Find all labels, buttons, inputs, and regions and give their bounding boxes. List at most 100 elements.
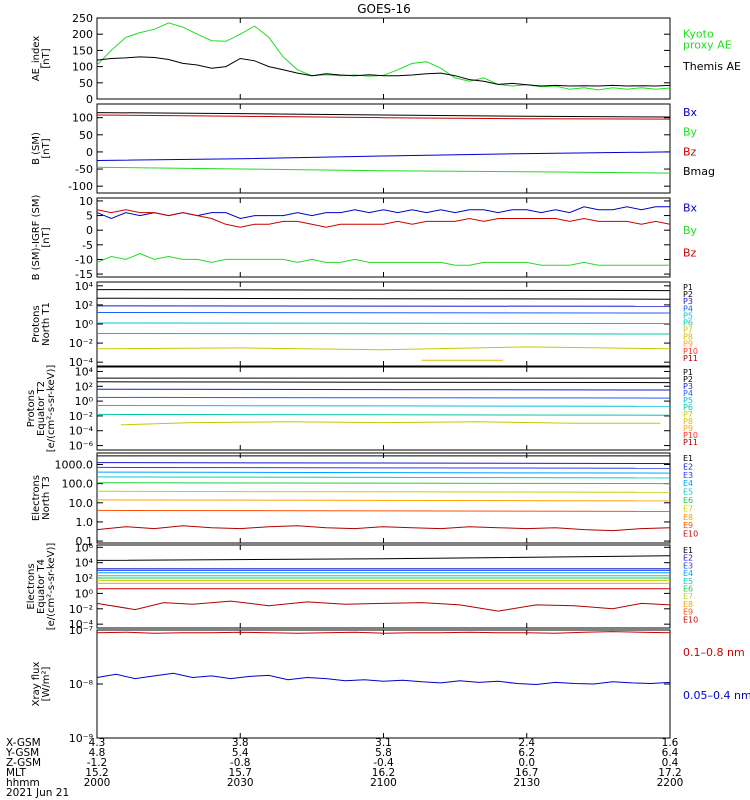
panel-5-series-p6 <box>96 413 671 416</box>
panel-6-series-e4 <box>96 471 671 474</box>
panel-1-ytick-label-5: 250 <box>72 12 93 25</box>
panel-3-ytick-label-3: 0 <box>86 224 93 237</box>
panel-4-legend-p8: P8 <box>683 333 693 342</box>
panel-2-series-bx <box>96 151 671 161</box>
panel-7-legend-e8: E8 <box>683 600 693 609</box>
panel-5-legend-p5: P5 <box>683 396 693 405</box>
panel-1-ytick-label-0: 0 <box>86 93 93 106</box>
footer-label-0: X-GSM <box>6 737 41 749</box>
panel-2-ytick-label-3: 50 <box>79 129 93 142</box>
panel-2-ytick-label-4: 100 <box>72 112 93 125</box>
panel-6-ytick-label-2: 10.0 <box>69 497 94 510</box>
panel-4-legend-p11: P11 <box>683 354 698 363</box>
panel-6-legend-e3: E3 <box>683 471 693 480</box>
panel-5-legend-p9: P9 <box>683 424 693 433</box>
panel-3-legend-2-line-0: Bz <box>683 247 697 260</box>
panel-6-series-e2 <box>96 462 671 464</box>
panel-2-ytick-label-0: -100 <box>68 180 93 193</box>
panel-1-ytick-label-1: 50 <box>79 77 93 90</box>
panel-6-legend-e4: E4 <box>683 479 693 488</box>
panel-5-ytick-label-4: 10² <box>75 380 93 393</box>
panel-8-series-0-05-0-4-nm <box>96 672 671 686</box>
footer-label-5: 2021 Jun 21 <box>6 787 69 799</box>
panel-7-ytick-label-2: 10⁰ <box>75 587 94 600</box>
panel-1-ytick-label-2: 100 <box>72 61 93 74</box>
panel-5-series-p3 <box>96 388 671 391</box>
panel-6-legend-e9: E9 <box>683 521 693 530</box>
footer-col-3-val-0: 2.4 <box>518 737 535 749</box>
panel-5-legend-p11: P11 <box>683 438 698 447</box>
footer-col-1-val-0: 3.8 <box>232 737 249 749</box>
panel-3-ytick-label-0: -15 <box>75 268 93 281</box>
panel-4-legend-p3: P3 <box>683 297 693 306</box>
panel-6-legend-e6: E6 <box>683 496 693 505</box>
panel-8-ylabel-line-1: [W/m²] <box>41 666 52 701</box>
panel-8-ytick-label-1: 10⁻⁸ <box>69 678 94 691</box>
panel-8-ytick-label-2: 10⁻⁷ <box>69 624 93 637</box>
panel-4-ytick-label-1: 10⁻² <box>69 337 93 350</box>
panel-4-legend-p7: P7 <box>683 326 693 335</box>
panel-7-legend-e4: E4 <box>683 569 693 578</box>
panel-7-series-e10 <box>96 600 671 612</box>
panel-4-legend-p9: P9 <box>683 340 693 349</box>
panel-1-ylabel-line-0: AE_index <box>31 36 42 82</box>
panel-1-frame <box>96 17 671 100</box>
panel-7-ylabel-line-1: Equator T4 <box>36 559 47 614</box>
panel-2-legend-2-line-0: Bz <box>683 145 697 158</box>
footer-col-2-val-0: 3.1 <box>375 737 392 749</box>
panel-5-series-p7 <box>120 421 661 426</box>
footer-col-2-val-1: 5.8 <box>375 747 392 759</box>
panel-4-ytick-label-0: 10⁻⁴ <box>69 356 94 369</box>
footer-col-1-val-4: 2030 <box>227 777 254 789</box>
panel-7-legend-e1: E1 <box>683 546 693 555</box>
panel-2-ytick-label-2: 0 <box>86 146 93 159</box>
panel-6-series-e9 <box>96 509 671 512</box>
panel-5-frame <box>96 366 671 451</box>
panel-6-ytick-label-4: 1000.0 <box>55 458 94 471</box>
footer-col-0-val-2: -1.2 <box>87 757 108 769</box>
panel-8-ylabel-line-0: Xray flux <box>31 662 42 707</box>
footer-col-3-val-2: 0.0 <box>518 757 535 769</box>
footer-col-0-val-3: 15.2 <box>85 767 108 779</box>
panel-3-ylabel-line-0: B (SM)-IGRF (SM) <box>31 195 42 281</box>
panel-5-ylabel-line-2: [e/(cm²-s-sr-keV)] <box>46 365 57 453</box>
panel-8-ytick-label-0: 10⁻⁹ <box>69 732 93 745</box>
panel-3-ytick-label-5: 10 <box>79 195 93 208</box>
panel-5-ytick-label-0: 10⁻⁶ <box>69 440 94 453</box>
panel-7-ytick-label-4: 10⁴ <box>75 557 94 570</box>
panel-5-legend-p1: P1 <box>683 368 693 377</box>
panel-2-legend-1-line-0: By <box>683 126 698 139</box>
panel-7-frame <box>96 544 671 629</box>
panel-4-ytick-label-3: 10² <box>75 299 93 312</box>
panel-4-series-p6 <box>96 333 671 335</box>
panel-4-legend-p1: P1 <box>683 283 693 292</box>
panel-8-series-0-1-0-8-nm <box>96 631 671 634</box>
panel-5-legend-p2: P2 <box>683 375 693 384</box>
panel-1-series-kyoto-proxy-ae <box>96 22 671 91</box>
panel-6-series-e8 <box>96 499 671 502</box>
footer-label-3: MLT <box>6 767 26 779</box>
panel-4-series-p2 <box>96 297 671 300</box>
panel-4-series-p7 <box>96 346 671 351</box>
panel-5-legend-p4: P4 <box>683 389 693 398</box>
panel-7-ylabel-line-0: Electrons <box>26 563 37 609</box>
footer-col-3-val-4: 2130 <box>513 777 540 789</box>
panel-4-series-p5 <box>96 322 671 324</box>
panel-4-ytick-label-2: 10⁰ <box>75 318 94 331</box>
panel-6-legend-e8: E8 <box>683 513 693 522</box>
panel-5-ytick-label-5: 10⁴ <box>75 365 94 378</box>
panel-2-ytick-label-1: -50 <box>75 163 93 176</box>
panel-4-legend-p5: P5 <box>683 311 693 320</box>
panel-1-legend-1-line-0: Themis AE <box>682 60 741 73</box>
panel-7-ytick-label-1: 10⁻² <box>69 603 93 616</box>
panel-2-legend-3-line-0: Bmag <box>683 165 715 178</box>
panel-6-legend-e1: E1 <box>683 454 693 463</box>
footer-col-1-val-1: 5.4 <box>232 747 249 759</box>
panel-1-ylabel-line-1: [nT] <box>41 48 52 68</box>
panel-4-series-p4 <box>96 312 671 314</box>
panel-2-series-by <box>96 166 671 174</box>
panel-6-legend-e7: E7 <box>683 504 693 513</box>
panel-6-legend-e10: E10 <box>683 530 698 539</box>
panel-3-ytick-label-2: -5 <box>82 239 93 252</box>
